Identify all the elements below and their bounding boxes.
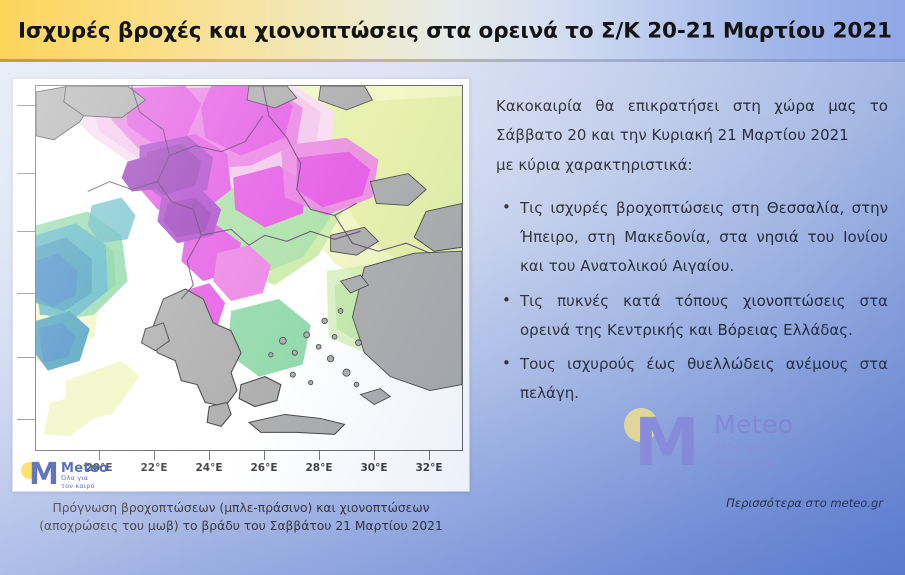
lat-label: N [12,99,13,111]
map-watermark-logo: M Meteo Όλα για τον καιρό [21,457,141,492]
lat-tick [17,105,35,106]
brand-tagline: Όλα για τον καιρό [716,440,778,471]
brand-tagline-line2: τον καιρό [716,455,778,471]
lat-label: N [12,225,13,237]
lat-tick [17,231,35,232]
list-item: Τις ισχυρές βροχοπτώσεις στη Θεσσαλία, σ… [496,193,888,282]
map-caption-line1: Πρόγνωση βροχοπτώσεων (μπλε-πράσινο) και… [52,501,430,515]
forecast-text-column: Κακοκαιρία θα επικρατήσει στη χώρα μας τ… [496,92,888,414]
map-plot-frame [35,85,463,451]
lat-label: N [12,167,13,179]
lat-label: N [12,413,13,425]
intro-paragraph: Κακοκαιρία θα επικρατήσει στη χώρα μας τ… [496,92,888,180]
list-item: Τις πυκνές κατά τόπους χιονοπτώσεις στα … [496,286,888,346]
meteo-m-icon: M [634,404,700,481]
lon-tick [319,451,320,460]
lat-label: N [12,351,13,363]
lat-label: N [12,287,13,299]
lat-tick [17,293,35,294]
precipitation-map [36,86,462,450]
list-item: Τους ισχυρούς έως θυελλώδεις ανέμους στα… [496,349,888,409]
lat-tick [17,357,35,358]
forecast-map-card: N N N N N N 20°E 22°E 24°E 26°E 28°E 30°… [12,78,470,492]
brand-name: Meteo [714,410,794,439]
map-caption: Πρόγνωση βροχοπτώσεων (μπλε-πράσινο) και… [12,500,470,536]
lon-tick [209,451,210,460]
lon-tick [154,451,155,460]
lon-label: 26°E [250,462,278,474]
map-logo-brand: Meteo [61,461,109,476]
lon-label: 22°E [140,462,168,474]
lon-tick [374,451,375,460]
title-banner: Ισχυρές βροχές και χιονοπτώσεις στα ορει… [0,0,905,62]
map-caption-line2: (αποχρώσεις του μωβ) το βράδυ του Σαββάτ… [39,518,443,533]
lon-tick [99,451,100,460]
meteo-m-icon: M [29,457,59,492]
map-logo-tagline-line2: τον καιρό [61,481,95,490]
page-title: Ισχυρές βροχές και χιονοπτώσεις στα ορει… [18,18,892,44]
lon-label: 24°E [195,462,223,474]
intro-line-2: με κύρια χαρακτηριστικά: [496,155,693,174]
lat-tick [17,173,35,174]
meteo-brand-logo: M Meteo Όλα για τον καιρό [616,404,806,480]
lon-tick [264,451,265,460]
lon-label: 32°E [415,462,443,474]
sun-icon [21,462,38,479]
intro-line-1: Κακοκαιρία θα επικρατήσει στη χώρα μας τ… [496,97,888,145]
lon-label: 20°E [85,462,113,474]
lon-label: 30°E [360,462,388,474]
lon-tick [429,451,430,460]
map-logo-tagline: Όλα για τον καιρό [61,474,95,490]
footer-link[interactable]: Περισσότερα στο meteo.gr [726,496,883,510]
highlights-list: Τις ισχυρές βροχοπτώσεις στη Θεσσαλία, σ… [496,193,888,409]
lat-tick [17,419,35,420]
brand-tagline-line1: Όλα για [716,440,766,455]
map-logo-tagline-line1: Όλα για [61,474,89,482]
sun-icon [624,408,658,442]
lon-label: 28°E [305,462,333,474]
